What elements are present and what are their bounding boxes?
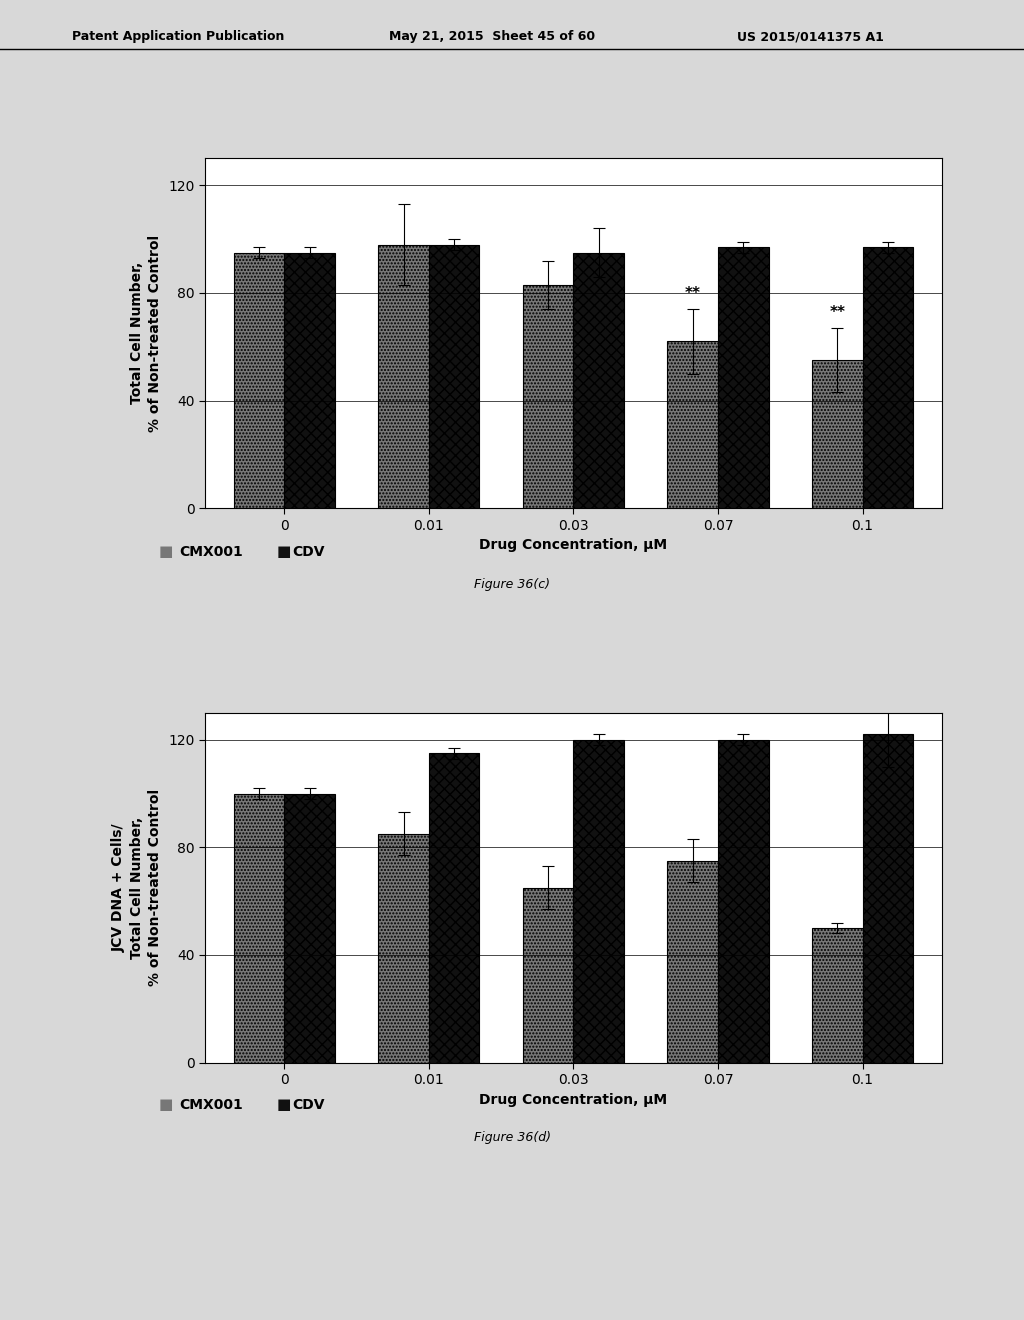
X-axis label: Drug Concentration, μM: Drug Concentration, μM [479,539,668,552]
Text: Patent Application Publication: Patent Application Publication [72,30,284,44]
Text: CMX001: CMX001 [179,545,243,558]
Bar [429,754,479,1063]
Bar [378,244,429,508]
Bar [233,793,285,1063]
Text: CMX001: CMX001 [179,1098,243,1111]
Bar [718,739,769,1063]
Bar [862,734,913,1063]
Bar [285,252,335,508]
Bar [378,834,429,1063]
Text: CDV: CDV [292,545,325,558]
Bar [573,739,624,1063]
Y-axis label: Total Cell Number,
% of Non-treated Control: Total Cell Number, % of Non-treated Cont… [130,235,163,432]
Text: May 21, 2015  Sheet 45 of 60: May 21, 2015 Sheet 45 of 60 [389,30,595,44]
Bar [523,285,573,508]
Bar [812,360,862,508]
Text: CDV: CDV [292,1098,325,1111]
Text: US 2015/0141375 A1: US 2015/0141375 A1 [737,30,884,44]
Text: Figure 36(d): Figure 36(d) [473,1131,551,1144]
Text: **: ** [829,305,845,319]
Text: **: ** [685,286,700,301]
Bar [668,861,718,1063]
Bar [718,247,769,508]
Bar [429,244,479,508]
X-axis label: Drug Concentration, μM: Drug Concentration, μM [479,1093,668,1106]
Bar [523,887,573,1063]
Text: Figure 36(c): Figure 36(c) [474,578,550,591]
Bar [668,342,718,508]
Text: ■: ■ [276,544,291,560]
Text: ■: ■ [276,1097,291,1113]
Bar [233,252,285,508]
Text: ■: ■ [159,544,173,560]
Bar [573,252,624,508]
Y-axis label: JCV DNA + Cells/
Total Cell Number,
% of Non-treated Control: JCV DNA + Cells/ Total Cell Number, % of… [112,789,163,986]
Text: ■: ■ [159,1097,173,1113]
Bar [862,247,913,508]
Bar [285,793,335,1063]
Bar [812,928,862,1063]
